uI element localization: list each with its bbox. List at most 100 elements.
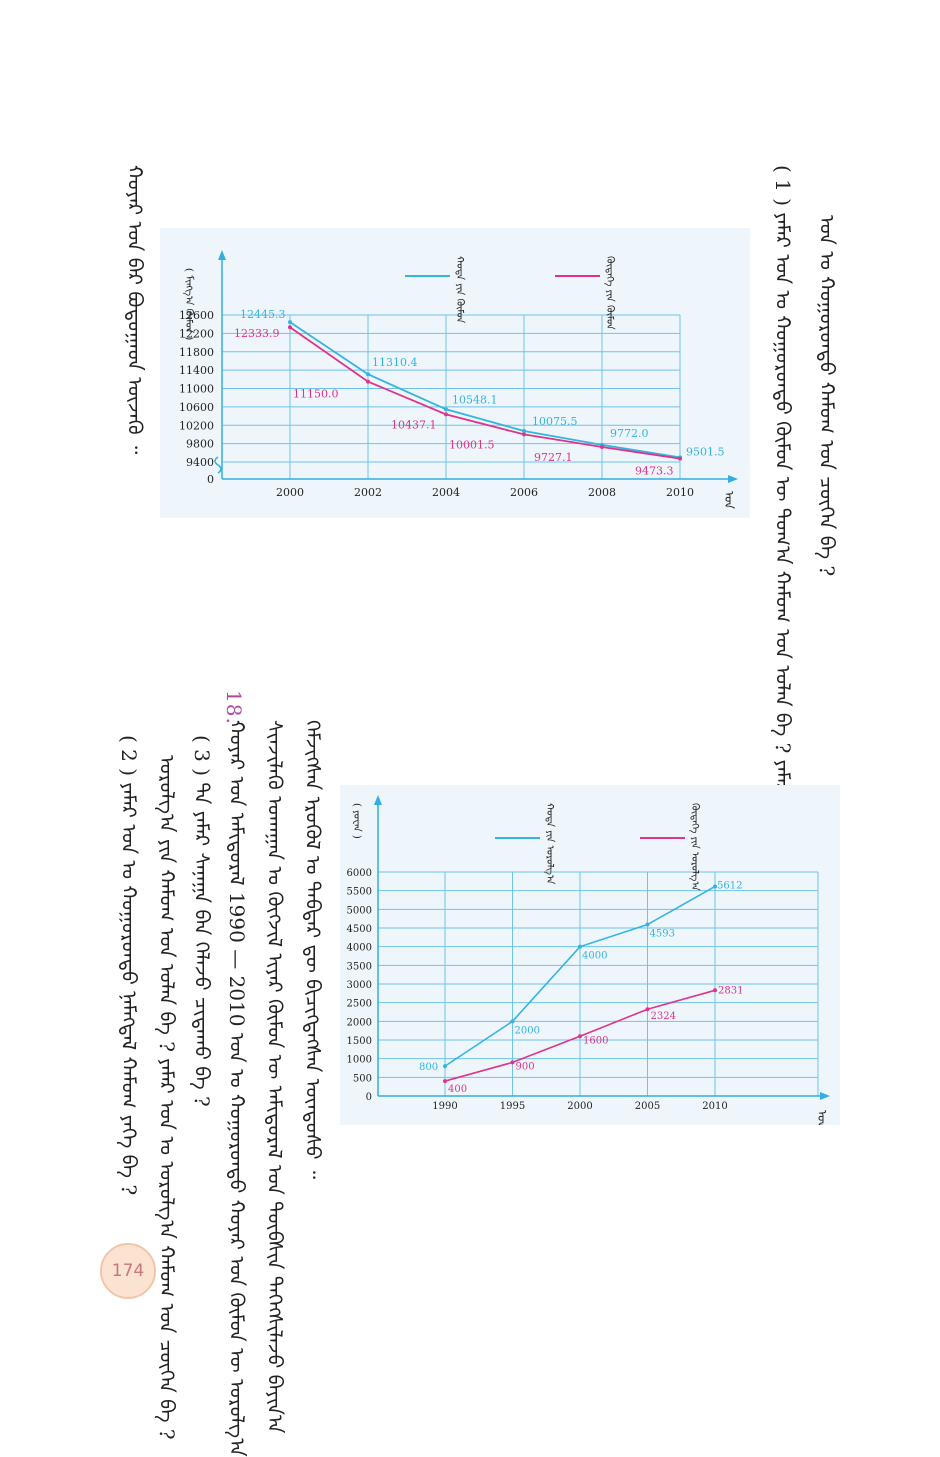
x-tick-label: 2010 bbox=[666, 486, 694, 499]
y-tick-label: 3500 bbox=[347, 961, 372, 972]
data-point bbox=[645, 1007, 650, 1012]
text-column-1: ᠬᠣᠶᠠᠷ ᠤᠨ ᠪᠠᠷ ᠪᠣᠳᠣᠭᠠᠳ ᠦᠵᠡᠬᠦ ᠃ bbox=[123, 165, 147, 455]
y-tick-label: 6000 bbox=[347, 868, 372, 879]
data-point bbox=[522, 428, 526, 433]
y-axis-arrow bbox=[218, 250, 226, 260]
y-axis-label: ( ᠮᠢᠩᠭ᠎ᠠ ᠬᠦᠮᠦᠨ ) bbox=[183, 268, 195, 340]
x-tick-label: 2002 bbox=[354, 486, 382, 499]
y-tick-label: 5500 bbox=[347, 887, 372, 898]
data-point bbox=[522, 432, 526, 437]
population-line-chart: 0 9400 9800 10200 10600 11000 11400 11800 12200 1… bbox=[160, 228, 750, 518]
y-tick-label: 9800 bbox=[186, 438, 214, 451]
x-tick-label: 1990 bbox=[432, 1101, 457, 1112]
y-tick-label: 0 bbox=[207, 473, 214, 486]
legend-label: ᠬᠣᠳᠠ ᠶᠢᠨ ᠣᠷᠣᠯᠭ᠎ᠠ bbox=[544, 803, 556, 885]
data-label: 2324 bbox=[651, 1011, 676, 1022]
data-point bbox=[443, 1064, 447, 1069]
data-point bbox=[645, 922, 650, 927]
data-label: 12333.9 bbox=[234, 327, 280, 340]
y-tick-label: 11000 bbox=[179, 383, 214, 396]
x-tick-label: 2008 bbox=[588, 486, 616, 499]
data-label: 400 bbox=[448, 1084, 467, 1095]
text-column-3: ᠣᠨ ᠤ ᠬᠣᠭᠣᠷᠣᠨᠳᠣ ᠬᠠᠮᠤᠭ ᠤᠨ ᠴᠦᠭᠡᠨ ᠪᠡ ? bbox=[815, 215, 839, 577]
x-tick-label: 2000 bbox=[276, 486, 304, 499]
data-label: 2000 bbox=[515, 1025, 540, 1036]
data-label: 10001.5 bbox=[449, 438, 495, 451]
text-column-7: ᠬᠣᠶᠠᠷ ᠤᠨ ᠠᠮᠢᠳᠤᠷᠠᠯ 1990 — 2010 ᠣᠨ ᠤ ᠬᠣᠭᠣᠷ… bbox=[225, 720, 249, 1457]
page-number-badge: 174 bbox=[100, 1243, 156, 1299]
y-tick-label: 0 bbox=[366, 1092, 372, 1103]
x-axis-arrow bbox=[820, 1092, 830, 1100]
y-tick-label: 10200 bbox=[179, 419, 214, 432]
question-number-18: 18. bbox=[222, 690, 246, 725]
x-axis-label: ᠣᠨ bbox=[722, 491, 736, 509]
page-number: 174 bbox=[111, 1261, 145, 1281]
text-column-6: ( 3 ) ᠲᠠ ᠶᠠᠮᠠᠷ ᠰᠠᠨᠠᠭᠠ ᠪᠠᠨ ᠬᠡᠯᠡᠵᠦ ᠴᠢᠳᠠᠬᠤ … bbox=[190, 735, 214, 1107]
text-column-5: ᠬᠡᠮᠵᠢᠭᠰᠡᠨ ᠡᠷᠦᠭᠦᠯ ᠤ ᠳᠡᠪᠲᠡᠷ ᠳᠦ ᠪᠢᠴᠢᠭᠳᠡᠭᠰᠡᠨ… bbox=[301, 720, 325, 1180]
data-point bbox=[288, 320, 292, 325]
data-label: 11150.0 bbox=[293, 388, 339, 401]
data-label: 10548.1 bbox=[452, 393, 498, 406]
text-column-2: ( 1 ) ᠶᠠᠮᠠᠷ ᠣᠨ ᠤ ᠬᠣᠭᠣᠷᠣᠨᠳᠣ ᠬᠦᠮᠦᠨ ᠦ ᠲᠣᠭ᠎ᠠ… bbox=[771, 165, 795, 796]
data-label: 9772.0 bbox=[610, 427, 649, 440]
y-tick-label: 11400 bbox=[179, 364, 214, 377]
data-label: 10437.1 bbox=[391, 418, 437, 431]
data-point bbox=[510, 1060, 515, 1065]
data-point bbox=[713, 988, 717, 993]
x-tick-label: 2004 bbox=[432, 486, 460, 499]
x-tick-label: 2000 bbox=[567, 1101, 592, 1112]
x-tick-label: 2006 bbox=[510, 486, 538, 499]
y-tick-label: 4500 bbox=[347, 924, 372, 935]
y-tick-label: 12200 bbox=[179, 327, 214, 340]
y-tick-label: 10600 bbox=[179, 401, 214, 414]
data-label: 1600 bbox=[583, 1035, 608, 1046]
data-label: 10075.5 bbox=[532, 415, 578, 428]
y-tick-label: 3000 bbox=[347, 980, 372, 991]
data-label: 9473.3 bbox=[635, 465, 674, 478]
data-point bbox=[713, 884, 717, 889]
legend-label: ᠬᠣᠳᠠ ᠶᠢᠨ ᠬᠦᠮᠦᠨ bbox=[454, 256, 466, 324]
data-label: 4000 bbox=[582, 951, 607, 962]
y-tick-label: 500 bbox=[353, 1073, 372, 1084]
data-point bbox=[578, 1034, 582, 1039]
text-column-8: ᠣᠷᠣᠯᠭ᠎ᠠ ᠶᠢᠨ ᠬᠠᠮᠤᠭ ᠤᠨ ᠣᠯᠠᠨ ᠪᠡ ? ᠶᠠᠮᠠᠷ ᠣᠨ … bbox=[155, 755, 179, 1440]
y-tick-label: 1000 bbox=[347, 1055, 372, 1066]
data-label: 5612 bbox=[717, 880, 742, 891]
y-tick-label: 12600 bbox=[179, 309, 214, 322]
y-tick-label: 4000 bbox=[347, 943, 372, 954]
data-label: 4593 bbox=[650, 929, 675, 940]
y-tick-label: 2000 bbox=[347, 1017, 372, 1028]
data-label: 800 bbox=[419, 1062, 438, 1073]
data-label: 9727.1 bbox=[534, 451, 573, 464]
data-point bbox=[444, 407, 448, 412]
text-column-4: ᠰᠢᠨᠵᠢᠯᠡᠬᠦ ᠤᠬᠠᠭᠠᠨ ᠤ ᠬᠥᠭᠵᠢᠯ ᠢᠶᠡᠷ ᠬᠦᠮᠦᠨ ᠦ ᠠ… bbox=[263, 720, 287, 1434]
data-point bbox=[288, 325, 292, 330]
x-tick-label: 1995 bbox=[500, 1101, 525, 1112]
legend-label: ᠬᠥᠳᠡᠭᠡ ᠶᠢᠨ ᠣᠷᠣᠯᠭ᠎ᠠ bbox=[689, 803, 701, 891]
series-line bbox=[289, 326, 681, 460]
data-point bbox=[600, 444, 604, 449]
x-tick-label: 2005 bbox=[635, 1101, 660, 1112]
series-line bbox=[289, 321, 681, 459]
data-point bbox=[510, 1019, 515, 1024]
data-point bbox=[578, 944, 582, 949]
text-column-9: ( 2 ) ᠶᠠᠮᠠᠷ ᠣᠨ ᠤ ᠬᠣᠭᠣᠷᠣᠨᠳᠣ ᠨᠡᠮᠡᠭᠳᠡᠯ ᠬᠠᠮᠤ… bbox=[117, 735, 141, 1196]
y-tick-label: 9400 bbox=[186, 456, 214, 469]
x-axis-arrow bbox=[728, 475, 738, 483]
y-tick-label: 2500 bbox=[347, 999, 372, 1010]
data-point bbox=[366, 372, 370, 377]
legend-label: ᠬᠥᠳᠡᠭᠡ ᠶᠢᠨ ᠬᠦᠮᠦᠨ bbox=[604, 256, 616, 330]
y-tick-label: 11800 bbox=[179, 346, 214, 359]
y-tick-label: 1500 bbox=[347, 1036, 372, 1047]
axis-break bbox=[214, 456, 222, 474]
data-label: 12445.3 bbox=[240, 308, 286, 321]
data-point bbox=[443, 1079, 447, 1084]
data-label: 11310.4 bbox=[372, 356, 418, 369]
y-tick-label: 5000 bbox=[347, 905, 372, 916]
x-axis-label: ᠣᠨ bbox=[815, 1110, 829, 1125]
x-tick-label: 2010 bbox=[702, 1101, 727, 1112]
income-line-chart: 0 500 1000 1500 2000 2500 3000 3500 4000 4500 5000… bbox=[340, 785, 840, 1125]
data-label: 2831 bbox=[718, 985, 743, 996]
data-label: 900 bbox=[516, 1061, 535, 1072]
data-label: 9501.5 bbox=[686, 445, 725, 458]
